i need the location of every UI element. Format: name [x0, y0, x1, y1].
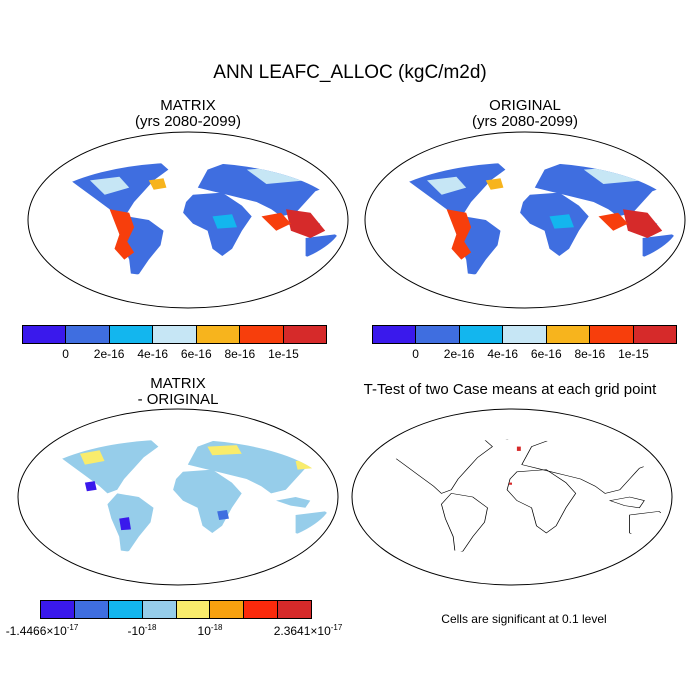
colorbar-swatch — [142, 601, 177, 618]
main-title: ANN LEAFC_ALLOC (kgC/m2d) — [213, 62, 487, 83]
colorbar-tick-label: 8e-16 — [574, 347, 606, 361]
colorbar-swatch — [283, 326, 326, 343]
colorbar-swatch — [416, 326, 460, 343]
colorbar-swatch — [633, 326, 676, 343]
colorbar-swatch — [196, 326, 241, 343]
ttest-note: Cells are significant at 0.1 level — [441, 612, 607, 626]
colorbar-swatch — [503, 326, 547, 343]
diff-label-pos: 10-18 — [197, 623, 223, 638]
colorbar-tick-label: 1e-15 — [268, 347, 299, 361]
colorbar-tick-label: 2e-16 — [443, 347, 475, 361]
colorbar-swatch — [109, 326, 154, 343]
panel-diff-title: MATRIX - ORIGINAL — [78, 376, 278, 408]
colorbar-swatch — [240, 326, 284, 343]
colorbar-difference — [40, 600, 312, 619]
colorbar-swatch — [459, 326, 504, 343]
panel-diff-title-line1: MATRIX — [150, 375, 206, 392]
panel-diff-title-line2: - ORIGINAL — [137, 391, 219, 408]
panel-original-title: ORIGINAL (yrs 2080-2099) — [425, 98, 625, 130]
panel-matrix-title-line2: (yrs 2080-2099) — [135, 113, 241, 130]
colorbar-matrix — [22, 325, 327, 344]
colorbar-swatch — [41, 601, 75, 618]
colorbar-swatch — [373, 326, 417, 343]
difference-map — [17, 408, 339, 586]
colorbar-swatch — [210, 601, 245, 618]
colorbar-swatch — [23, 326, 67, 343]
colorbar-tick-label: 0 — [62, 347, 69, 361]
colorbar-swatch — [153, 326, 197, 343]
colorbar-swatch — [546, 326, 591, 343]
colorbar-swatch — [176, 601, 211, 618]
significant-cell — [509, 482, 512, 485]
diff-label-neg: -10-18 — [127, 623, 157, 638]
diff-label-min: -1.4466×10-17 — [5, 623, 79, 638]
colorbar-swatch — [66, 326, 110, 343]
original-map — [364, 131, 686, 309]
panel-original-title-line1: ORIGINAL — [489, 97, 561, 114]
panel-matrix-title-line1: MATRIX — [160, 97, 216, 114]
colorbar-tick-label: 6e-16 — [530, 347, 562, 361]
colorbar-tick-label: 4e-16 — [137, 347, 169, 361]
colorbar-tick-label: 0 — [412, 347, 419, 361]
colorbar-swatch — [278, 601, 311, 618]
matrix-map — [27, 131, 349, 309]
colorbar-swatch — [108, 601, 143, 618]
colorbar-swatch — [74, 601, 109, 618]
significant-cell — [516, 446, 521, 451]
panel-original-title-line2: (yrs 2080-2099) — [472, 113, 578, 130]
colorbar-tick-label: 2e-16 — [93, 347, 125, 361]
colorbar-tick-label: 6e-16 — [180, 347, 212, 361]
colorbar-tick-label: 8e-16 — [224, 347, 256, 361]
diff-label-max: 2.3641×10-17 — [273, 623, 343, 638]
ttest-map — [351, 408, 673, 586]
colorbar-tick-label: 4e-16 — [487, 347, 519, 361]
colorbar-original — [372, 325, 677, 344]
colorbar-swatch — [590, 326, 634, 343]
colorbar-tick-label: 1e-15 — [618, 347, 649, 361]
colorbar-swatch — [244, 601, 279, 618]
panel-matrix-title: MATRIX (yrs 2080-2099) — [88, 98, 288, 130]
panel-ttest-title: T-Test of two Case means at each grid po… — [363, 381, 657, 398]
